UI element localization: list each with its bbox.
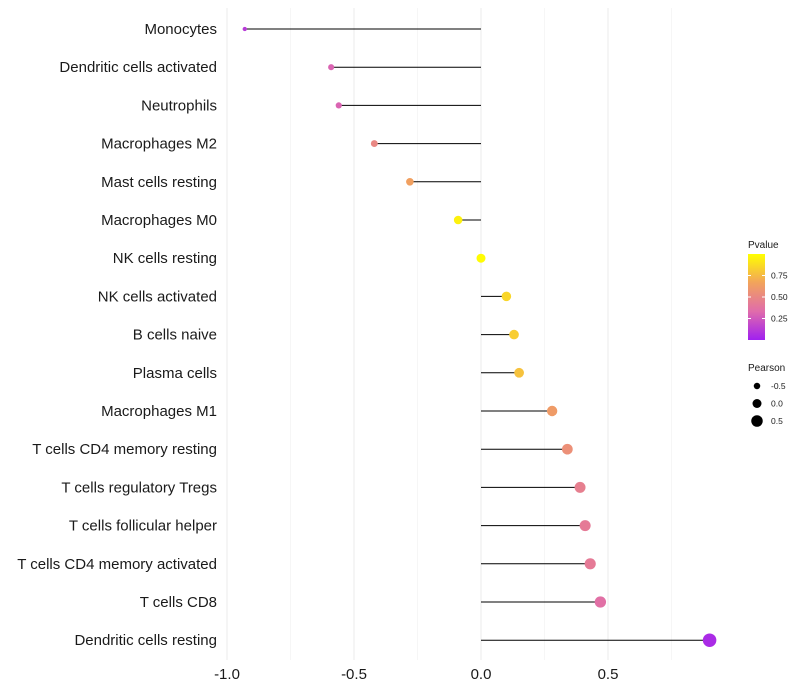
size-key-dot — [751, 415, 763, 427]
category-label: Macrophages M2 — [101, 136, 217, 153]
dot-16 — [702, 633, 717, 647]
x-axis-ticks: -1.0 -0.5 0.0 0.5 — [214, 666, 618, 683]
size-key-dot — [752, 399, 762, 408]
category-label: T cells follicular helper — [69, 518, 217, 535]
colorbar-tick-label: 0.25 — [771, 314, 788, 324]
dot-13 — [579, 520, 591, 532]
dot-14 — [584, 558, 596, 570]
dot-1 — [328, 64, 335, 71]
category-label: Neutrophils — [141, 97, 217, 114]
category-label: B cells naive — [133, 327, 217, 344]
category-label: T cells CD4 memory activated — [17, 556, 217, 573]
x-tick-label: 0.0 — [471, 666, 492, 683]
lollipop-stems — [244, 28, 710, 641]
dot-15 — [594, 596, 607, 608]
category-label: NK cells resting — [113, 250, 217, 267]
category-label: T cells regulatory Tregs — [61, 479, 217, 496]
x-tick-label: -0.5 — [341, 666, 367, 683]
category-label: Monocytes — [144, 21, 217, 38]
dot-11 — [562, 443, 573, 455]
size-key-label: 0.5 — [771, 416, 783, 426]
category-label: T cells CD4 memory resting — [32, 441, 217, 458]
x-tick-label: -1.0 — [214, 666, 240, 683]
dot-5 — [453, 215, 463, 225]
size-key-label: 0.0 — [771, 399, 783, 409]
colorbar-tick-label: 0.75 — [771, 271, 788, 281]
lollipop-dots — [242, 26, 717, 647]
grid-lines — [226, 8, 672, 660]
dot-10 — [546, 405, 558, 417]
pvalue-colorbar — [748, 254, 765, 340]
size-key-label: -0.5 — [771, 381, 786, 391]
dot-3 — [370, 140, 378, 148]
dot-12 — [574, 481, 586, 493]
dot-9 — [514, 367, 524, 378]
dot-2 — [335, 102, 342, 109]
dot-7 — [501, 291, 512, 302]
dot-8 — [509, 329, 519, 340]
pearson-legend-title: Pearson — [748, 363, 785, 374]
category-labels: Monocytes Dendritic cells activated Neutro… — [17, 21, 217, 649]
dot-6 — [476, 253, 486, 263]
x-tick-label: 0.5 — [598, 666, 619, 683]
dot-0 — [242, 26, 247, 32]
pvalue-legend-title: Pvalue — [748, 240, 779, 251]
dot-4 — [406, 178, 414, 186]
pvalue-legend: Pvalue 0.25 0.50 0.75 — [748, 240, 788, 340]
category-label: Dendritic cells activated — [59, 59, 217, 76]
pearson-legend: Pearson -0.5 0.0 0.5 — [748, 363, 786, 427]
category-label: Plasma cells — [133, 365, 217, 382]
category-label: Mast cells resting — [101, 174, 217, 191]
category-label: Macrophages M1 — [101, 403, 217, 420]
category-label: Dendritic cells resting — [74, 632, 217, 649]
category-label: T cells CD8 — [140, 594, 217, 611]
size-key-dot — [753, 382, 761, 390]
colorbar-tick-label: 0.50 — [771, 292, 788, 302]
category-label: Macrophages M0 — [101, 212, 217, 229]
category-label: NK cells activated — [98, 288, 217, 305]
